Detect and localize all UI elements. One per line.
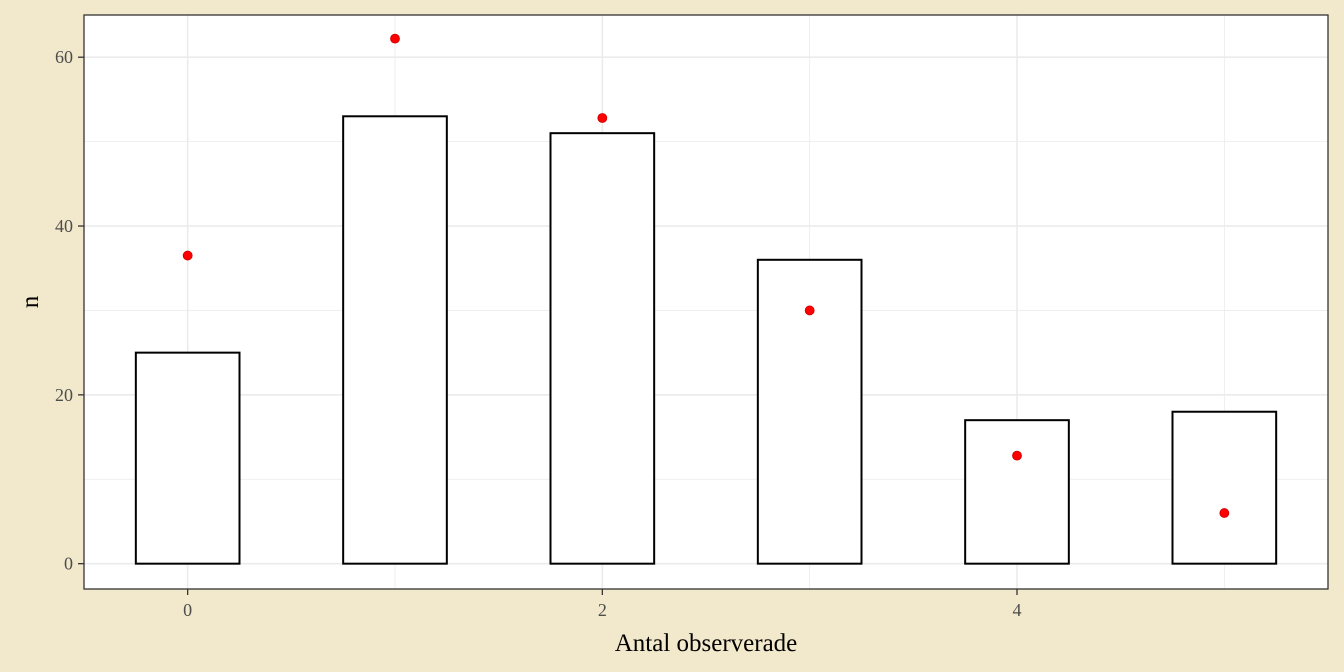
bar	[342, 115, 448, 565]
y-tick-label: 60	[55, 47, 73, 67]
bar	[964, 419, 1070, 565]
bar	[549, 132, 656, 565]
bar	[756, 258, 863, 565]
points	[182, 33, 1230, 518]
bar	[134, 351, 241, 565]
bars	[134, 115, 1278, 565]
x-tick-label: 0	[183, 600, 192, 620]
x-tick-label: 2	[598, 600, 607, 620]
plot-panel	[84, 15, 1328, 589]
data-point	[1012, 450, 1022, 461]
data-point	[1219, 508, 1230, 518]
y-axis-title: n	[17, 295, 44, 308]
y-axis: 0 20 40 60	[55, 47, 84, 574]
x-tick-label: 4	[1013, 600, 1022, 620]
data-point	[597, 113, 608, 123]
y-tick-label: 20	[55, 385, 73, 405]
y-tick-label: 40	[55, 216, 73, 236]
data-point	[804, 305, 815, 316]
bar	[1171, 410, 1278, 565]
data-point	[390, 33, 400, 44]
x-axis-title: Antal observerade	[615, 630, 798, 657]
y-tick-label: 0	[64, 554, 73, 574]
data-point	[182, 250, 193, 261]
plot-border	[83, 14, 1329, 590]
x-axis: 0 2 4	[183, 589, 1022, 620]
